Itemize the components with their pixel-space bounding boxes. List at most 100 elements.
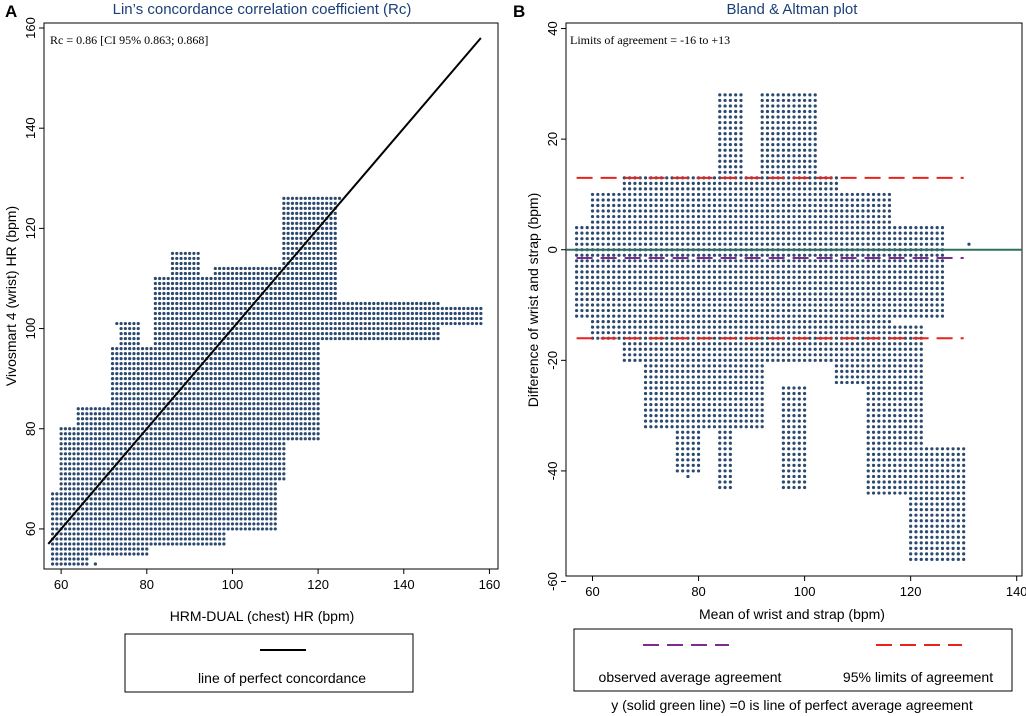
panel-a-data-point [153, 331, 157, 336]
panel-a-data-point [76, 517, 80, 521]
panel-a-data-point [213, 472, 217, 476]
panel-a-data-point [175, 517, 179, 521]
panel-a-data-point [226, 392, 230, 396]
panel-b-data-point [877, 253, 881, 257]
panel-b-data-point [824, 320, 828, 324]
panel-b-data-point [834, 253, 839, 257]
panel-a-data-point [68, 487, 72, 491]
panel-b-data-point [866, 286, 870, 291]
panel-b-data-point [845, 259, 849, 263]
panel-a-data-point [282, 467, 286, 471]
panel-a-data-point [76, 532, 80, 536]
panel-a-data-point [239, 407, 243, 411]
panel-b-data-point [834, 270, 839, 274]
panel-b-data-point [628, 198, 632, 202]
panel-a-data-point [158, 462, 162, 466]
panel-a-data-point [132, 321, 136, 326]
panel-a-data-point [273, 487, 277, 491]
panel-a-data-point [85, 412, 89, 416]
panel-a-data-point [222, 472, 226, 476]
panel-a-data-point [196, 467, 200, 471]
panel-a-data-point [76, 457, 80, 461]
panel-a-data-point [140, 497, 145, 501]
panel-a-data-point [312, 196, 316, 200]
panel-b-data-point [580, 286, 584, 291]
panel-a-data-point [85, 432, 89, 436]
panel-b-data-point [675, 237, 679, 241]
panel-a-data-point [196, 537, 200, 541]
panel-a-data-point [325, 311, 329, 316]
panel-b-data-point [840, 237, 844, 241]
panel-a-data-point [239, 291, 243, 296]
panel-a-data-point [162, 467, 166, 471]
panel-a-data-point [415, 321, 419, 326]
panel-a-data-point [192, 291, 196, 296]
panel-b-data-point [633, 253, 637, 257]
panel-b-data-point [691, 264, 695, 268]
panel-a-data-point [316, 417, 320, 421]
panel-b-data-point [723, 253, 727, 257]
panel-b-data-point [728, 331, 732, 335]
panel-a-data-point [282, 477, 286, 481]
panel-a-data-point [226, 341, 230, 346]
panel-a-data-point [85, 552, 89, 556]
panel-a-data-point [247, 407, 252, 411]
panel-a-data-point [277, 336, 282, 341]
panel-b-data-point [734, 192, 738, 197]
panel-a-data-point [196, 437, 200, 441]
panel-b-data-point [633, 198, 637, 202]
panel-a-data-point [205, 331, 209, 336]
panel-b-data-point [718, 226, 722, 230]
panel-b-data-point [718, 231, 722, 235]
panel-b-data-point [771, 275, 775, 279]
panel-a-data-point [209, 447, 213, 451]
panel-a-data-point [196, 372, 200, 376]
panel-b-data-point [681, 281, 685, 285]
panel-a-data-point [265, 346, 269, 351]
panel-a-data-point [145, 352, 149, 356]
panel-a-data-point [188, 462, 192, 466]
panel-b-data-point [702, 198, 706, 202]
panel-a-data-point [162, 492, 166, 496]
panel-a-data-point [470, 321, 474, 326]
panel-b-data-point [734, 320, 738, 324]
panel-a-data-point [200, 326, 205, 331]
panel-a-data-point [192, 527, 196, 531]
panel-a-data-point [218, 502, 222, 506]
panel-b-data-point [628, 331, 632, 335]
panel-a-data-point [140, 527, 145, 531]
panel-a-data-point [307, 281, 312, 286]
panel-b-y-tick-label: 20 [545, 132, 560, 146]
panel-a-data-point [282, 216, 286, 220]
panel-a-data-point [432, 336, 436, 341]
panel-a-data-point [265, 326, 269, 331]
panel-a-data-point [406, 336, 410, 341]
panel-a-data-point [218, 352, 222, 356]
panel-b-data-point [723, 286, 727, 291]
panel-a-data-point [136, 442, 140, 446]
panel-b-data-point [765, 220, 770, 224]
panel-b-data-point [930, 286, 934, 291]
panel-a-data-point [119, 472, 123, 476]
panel-a-data-point [436, 331, 440, 336]
panel-a-data-point [128, 532, 132, 536]
panel-a-data-point [205, 286, 209, 291]
panel-a-data-point [320, 206, 324, 210]
panel-b-data-point [808, 292, 812, 296]
panel-b-data-point [787, 281, 791, 285]
panel-a-data-point [183, 517, 187, 521]
panel-b-data-point [930, 270, 934, 274]
panel-a-data-point [410, 316, 414, 321]
panel-a-data-point [290, 206, 295, 210]
panel-b-data-point [930, 303, 934, 307]
panel-a-data-point [239, 326, 243, 331]
panel-b-data-point [670, 292, 674, 296]
panel-a-data-point [50, 547, 55, 551]
panel-a-data-point [175, 462, 179, 466]
panel-a-data-point [363, 331, 367, 336]
panel-a-data-point [55, 547, 59, 551]
panel-b-data-point [628, 314, 632, 318]
panel-b-data-point [909, 253, 913, 257]
panel-b-data-point [818, 203, 823, 208]
panel-a-data-point [415, 331, 419, 336]
